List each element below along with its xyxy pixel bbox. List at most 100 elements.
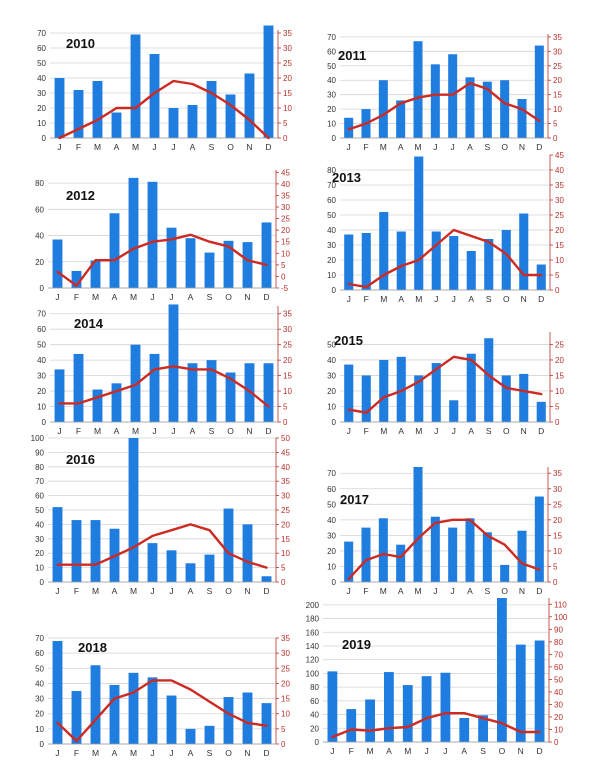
right-axis-tick-label: 10 bbox=[281, 249, 290, 258]
precipitation-bar bbox=[482, 81, 492, 138]
left-axis-tick-label: 50 bbox=[327, 62, 336, 71]
right-axis-tick-label: 45 bbox=[281, 168, 290, 177]
month-label: S bbox=[484, 142, 490, 152]
month-label: D bbox=[536, 586, 542, 596]
month-label: M bbox=[130, 586, 137, 596]
month-label: J bbox=[152, 142, 156, 152]
left-axis-tick-label: 0 bbox=[315, 738, 320, 747]
left-axis-tick-label: 30 bbox=[327, 91, 336, 100]
month-label: J bbox=[452, 294, 456, 304]
month-label: J bbox=[433, 586, 437, 596]
precipitation-bar bbox=[242, 524, 253, 582]
right-axis-tick-label: 35 bbox=[281, 634, 290, 643]
right-axis-tick-label: 10 bbox=[281, 549, 290, 558]
right-axis-tick-label: -5 bbox=[281, 284, 289, 293]
right-axis-tick-label: 30 bbox=[281, 649, 290, 658]
right-axis-tick-label: 20 bbox=[553, 516, 562, 525]
month-label: J bbox=[169, 748, 173, 758]
precipitation-bar bbox=[128, 672, 139, 744]
right-axis-tick-label: 5 bbox=[555, 271, 560, 280]
chart-title: 2019 bbox=[342, 637, 371, 652]
month-label: A bbox=[190, 142, 196, 152]
month-label: O bbox=[225, 748, 232, 758]
left-axis-tick-label: 70 bbox=[35, 477, 44, 486]
month-label: M bbox=[380, 586, 387, 596]
precipitation-bar bbox=[147, 543, 158, 582]
right-axis-tick-label: 5 bbox=[553, 562, 558, 571]
precipitation-bar bbox=[459, 718, 470, 742]
precipitation-bar bbox=[501, 375, 511, 422]
precipitation-bar bbox=[534, 496, 544, 582]
right-axis-tick-label: 30 bbox=[281, 492, 290, 501]
precipitation-bar bbox=[263, 363, 274, 422]
precipitation-bar bbox=[421, 676, 432, 742]
precipitation-bar bbox=[519, 213, 529, 290]
precipitation-bar bbox=[73, 90, 84, 138]
month-label: D bbox=[538, 426, 544, 436]
left-axis-tick-label: 0 bbox=[42, 418, 47, 427]
month-label: O bbox=[227, 426, 234, 436]
right-axis-tick-label: 25 bbox=[555, 340, 564, 349]
month-label: A bbox=[112, 586, 118, 596]
left-axis-tick-label: 30 bbox=[37, 89, 46, 98]
month-label: J bbox=[443, 746, 447, 756]
right-axis-tick-label: 0 bbox=[281, 740, 286, 749]
precipitation-bar bbox=[500, 80, 510, 138]
precipitation-bar bbox=[365, 699, 375, 742]
left-axis-tick-label: 50 bbox=[327, 340, 336, 349]
left-axis-tick-label: 60 bbox=[37, 325, 46, 334]
precipitation-bar bbox=[206, 81, 217, 138]
precipitation-bar bbox=[111, 112, 122, 138]
right-axis-tick-label: 25 bbox=[555, 211, 564, 220]
left-axis-tick-label: 40 bbox=[35, 232, 44, 241]
left-axis-tick-label: 20 bbox=[35, 258, 44, 267]
month-label: D bbox=[263, 586, 269, 596]
left-axis-tick-label: 70 bbox=[327, 469, 336, 478]
left-axis-tick-label: 0 bbox=[332, 134, 337, 143]
precipitation-bar bbox=[149, 54, 160, 138]
left-axis-tick-label: 70 bbox=[327, 181, 336, 190]
month-label: M bbox=[132, 142, 139, 152]
month-label: J bbox=[150, 586, 154, 596]
precipitation-bar bbox=[344, 541, 354, 582]
precipitation-bar bbox=[344, 234, 354, 290]
month-label: A bbox=[190, 426, 196, 436]
month-label: J bbox=[434, 294, 438, 304]
right-axis-tick-label: 20 bbox=[554, 713, 563, 722]
precipitation-bar bbox=[52, 507, 63, 582]
right-axis-tick-label: 35 bbox=[281, 191, 290, 200]
precipitation-bar bbox=[344, 117, 354, 138]
month-label: N bbox=[244, 586, 250, 596]
left-axis-tick-label: 30 bbox=[327, 531, 336, 540]
right-axis-tick-label: 10 bbox=[554, 725, 563, 734]
left-axis-tick-label: 20 bbox=[37, 104, 46, 113]
chart-title: 2010 bbox=[66, 36, 95, 51]
right-axis-tick-label: 0 bbox=[281, 578, 286, 587]
month-label: F bbox=[74, 748, 79, 758]
month-label: A bbox=[398, 586, 404, 596]
left-axis-tick-label: 40 bbox=[327, 76, 336, 85]
left-axis-tick-label: 10 bbox=[35, 564, 44, 573]
month-label: S bbox=[209, 142, 215, 152]
month-label: J bbox=[150, 748, 154, 758]
precipitation-bar bbox=[166, 227, 177, 288]
precipitation-bar bbox=[71, 691, 82, 744]
precipitation-bar bbox=[261, 703, 272, 744]
left-axis-tick-label: 40 bbox=[35, 520, 44, 529]
left-axis-tick-label: 0 bbox=[332, 286, 337, 295]
month-label: D bbox=[536, 142, 542, 152]
month-label: S bbox=[480, 746, 486, 756]
precipitation-bar bbox=[519, 373, 529, 422]
month-label: M bbox=[132, 426, 139, 436]
left-axis-tick-label: 60 bbox=[327, 196, 336, 205]
month-label: M bbox=[414, 586, 421, 596]
right-axis-tick-label: 10 bbox=[555, 387, 564, 396]
right-axis-tick-label: 40 bbox=[555, 166, 564, 175]
precipitation-bar bbox=[378, 80, 388, 138]
right-axis-tick-label: 5 bbox=[281, 261, 286, 270]
precipitation-bar bbox=[90, 520, 101, 582]
precipitation-bar bbox=[244, 73, 255, 138]
month-label: S bbox=[484, 586, 490, 596]
precipitation-bar bbox=[361, 375, 371, 422]
